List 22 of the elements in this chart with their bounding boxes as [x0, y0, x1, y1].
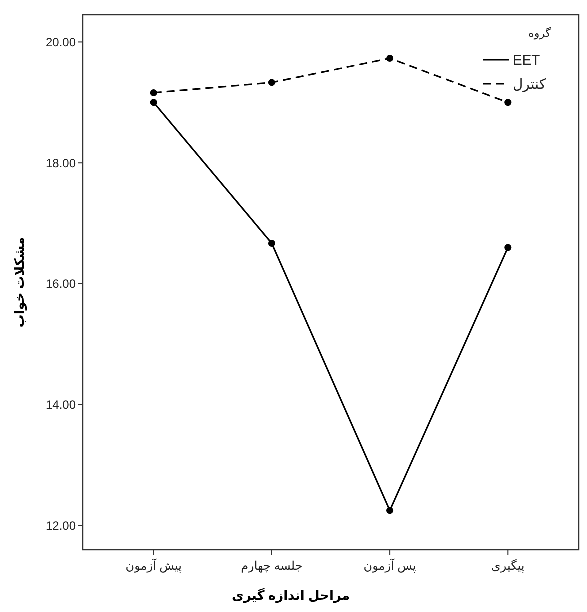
- point: [150, 99, 158, 106]
- y-tick-label: 18.00: [46, 156, 76, 170]
- y-tick-label: 20.00: [46, 35, 76, 50]
- point: [386, 55, 394, 62]
- point: [268, 240, 276, 248]
- y-axis-title: مشکلات خواب: [12, 237, 28, 328]
- y-tick-label: 16.00: [46, 277, 76, 292]
- x-tick-label: جلسه چهارم: [241, 559, 303, 573]
- x-tick-label: پیگیری: [492, 559, 525, 573]
- point: [386, 507, 394, 514]
- legend-label: کنترل: [513, 76, 546, 93]
- x-tick-label: پیش آزمون: [126, 558, 182, 573]
- point: [504, 99, 512, 106]
- y-tick-label: 14.00: [46, 398, 76, 412]
- legend-title: گروه: [528, 27, 552, 40]
- point: [268, 79, 276, 86]
- x-tick-label: پس آزمون: [364, 558, 416, 573]
- legend-label: EET: [513, 52, 541, 68]
- point: [504, 244, 512, 252]
- x-axis-title: مراحل اندازه گیری: [232, 588, 350, 604]
- point: [150, 89, 158, 96]
- y-tick-label: 12.00: [46, 519, 76, 534]
